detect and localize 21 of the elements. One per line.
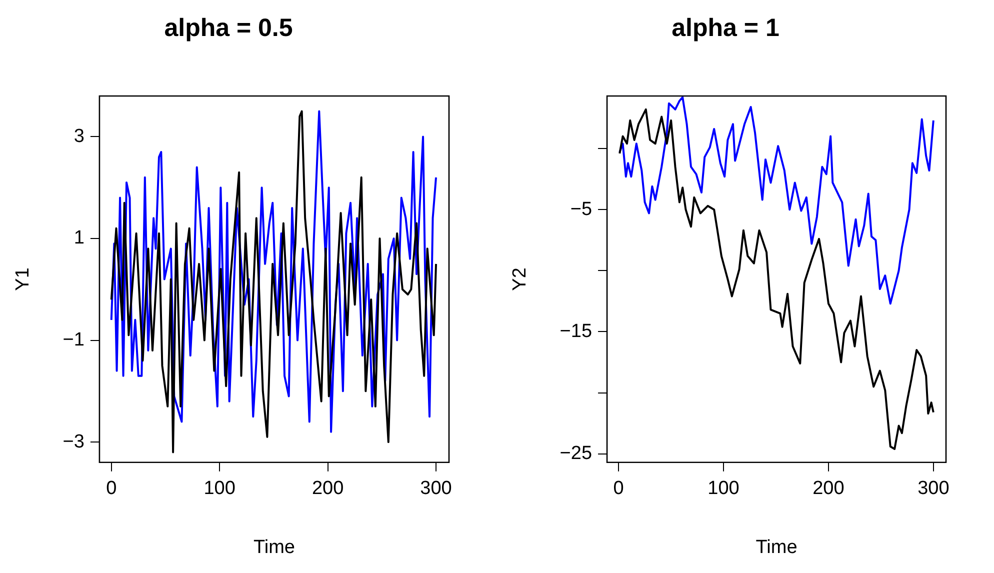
x-tick-label: 0 — [106, 478, 117, 500]
y-tick-label: −1 — [62, 330, 84, 350]
x-axis-title: Time — [253, 536, 295, 558]
x-tick-label: 300 — [918, 478, 950, 500]
y-tick-label: 3 — [74, 126, 84, 147]
x-tick-label: 100 — [708, 478, 740, 500]
x-tick-label: 300 — [420, 478, 452, 500]
y-tick-label: −3 — [62, 431, 84, 452]
x-axis-title: Time — [756, 536, 798, 558]
y-tick-label: −5 — [570, 198, 592, 220]
y-tick-label: −25 — [560, 443, 592, 464]
x-tick-label: 200 — [812, 478, 844, 500]
y-axis-title: Y1 — [12, 268, 34, 291]
y-axis-title: Y2 — [510, 268, 531, 291]
y-tick-label: 1 — [74, 228, 84, 249]
x-tick-label: 0 — [613, 478, 624, 500]
chart-title: alpha = 0.5 — [164, 14, 293, 42]
chart-title: alpha = 1 — [672, 14, 780, 42]
x-tick-label: 100 — [204, 478, 236, 500]
x-tick-label: 200 — [312, 478, 344, 500]
y-tick-label: −15 — [560, 320, 592, 342]
